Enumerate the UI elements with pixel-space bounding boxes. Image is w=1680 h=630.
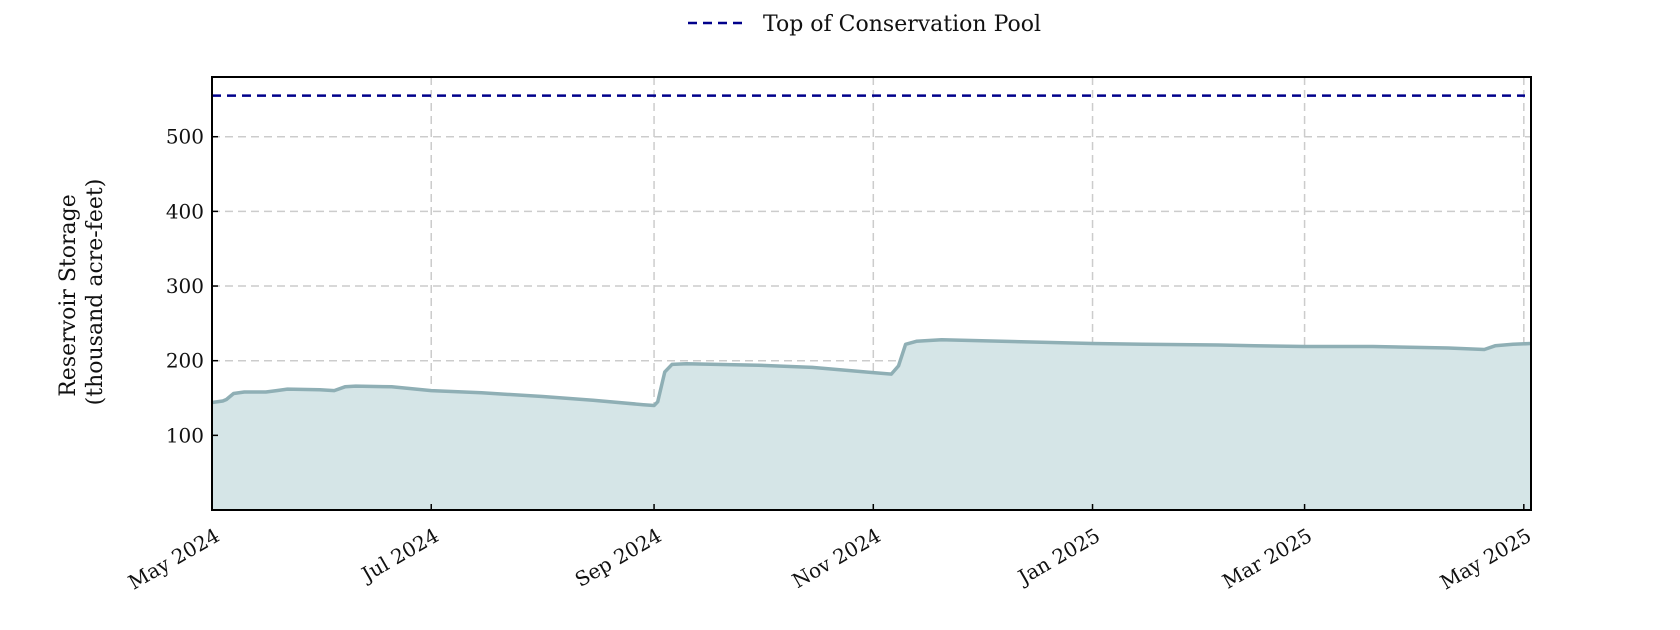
legend: Top of Conservation Pool (688, 12, 1041, 37)
y-tick-label: 500 (166, 125, 204, 149)
y-tick-label: 300 (166, 274, 204, 298)
x-tick-label: May 2024 (124, 523, 223, 594)
y-tick-label: 200 (166, 349, 204, 373)
x-tick-label: Sep 2024 (571, 523, 666, 592)
x-axis-ticks: May 2024 Jul 2024 Sep 2024 Nov 2024 Jan 2025… (124, 504, 1535, 594)
x-tick-label: Nov 2024 (788, 523, 885, 593)
legend-label-conservation-pool: Top of Conservation Pool (763, 12, 1041, 37)
y-tick-label: 100 (166, 423, 204, 447)
storage-area-fill (212, 339, 1531, 510)
storage-series-line (211, 338, 1532, 408)
plot-area (211, 76, 1532, 511)
y-axis-title: Reservoir Storage (thousand acre-feet) (56, 179, 108, 406)
plot-frame (211, 76, 1532, 511)
y-axis-title-line1: Reservoir Storage (56, 194, 81, 397)
y-axis-title-line2: (thousand acre-feet) (83, 179, 108, 406)
x-tick-label: May 2025 (1436, 523, 1535, 594)
y-tick-label: 400 (166, 199, 204, 223)
x-tick-label: Jan 2025 (1012, 523, 1104, 590)
y-axis-ticks: 100 200 300 400 500 (166, 125, 218, 447)
x-tick-label: Mar 2025 (1218, 523, 1316, 593)
x-tick-label: Jul 2024 (356, 523, 443, 587)
